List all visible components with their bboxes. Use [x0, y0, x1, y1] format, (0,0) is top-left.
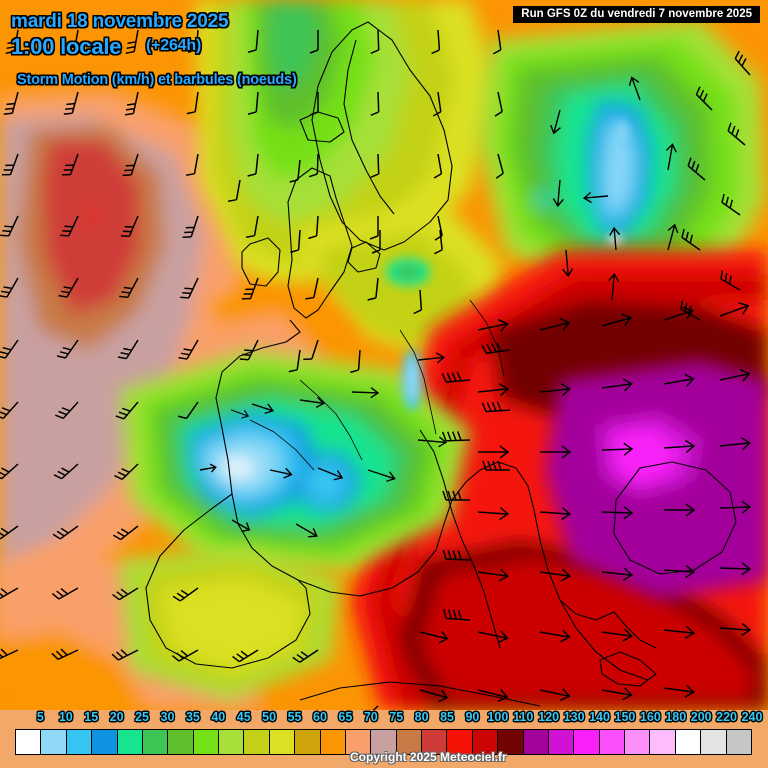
legend-tick-label: 35 [185, 710, 200, 724]
legend-swatch [168, 730, 194, 754]
legend-swatch [625, 730, 651, 754]
storm-motion-raster [0, 0, 768, 710]
legend-swatch [726, 730, 751, 754]
legend-swatch [574, 730, 600, 754]
model-run-banner: Run GFS 0Z du vendredi 7 novembre 2025 [513, 6, 760, 23]
legend-tick-label: 120 [538, 710, 560, 724]
legend-tick-label: 130 [563, 710, 585, 724]
legend-swatch [472, 730, 499, 754]
legend-tick-label: 220 [716, 710, 738, 724]
legend-tick-label: 15 [84, 710, 99, 724]
legend-swatch [16, 730, 42, 754]
legend-tick-label: 40 [211, 710, 226, 724]
wind-barbs-layer [0, 27, 757, 710]
legend-swatch [599, 730, 625, 754]
legend-swatch [219, 730, 245, 754]
legend-swatch [371, 730, 397, 754]
legend-tick-label: 10 [58, 710, 73, 724]
legend-swatch [244, 730, 270, 754]
legend-swatch [701, 730, 727, 754]
legend-swatch [142, 730, 169, 754]
legend-tick-label: 5 [36, 710, 44, 724]
legend-swatch [320, 730, 346, 754]
legend-swatch [193, 730, 219, 754]
legend-swatch [498, 730, 524, 754]
legend-tick-label: 150 [614, 710, 636, 724]
legend-tick-label: 75 [389, 710, 404, 724]
legend-tick-label: 110 [513, 710, 534, 724]
legend-swatch [422, 730, 448, 754]
legend-tick-label: 140 [589, 710, 610, 724]
legend-tick-label: 200 [690, 710, 712, 724]
legend-swatch [447, 730, 473, 754]
legend-tick-label: 60 [313, 710, 327, 724]
legend-tick-label: 20 [109, 710, 124, 724]
legend-tick-label: 55 [287, 710, 302, 724]
copyright-notice: Copyright 2025 Meteociel.fr [350, 750, 507, 764]
legend-tick-label: 100 [487, 710, 509, 724]
legend-swatch [66, 730, 93, 754]
legend-tick-label: 50 [262, 710, 277, 724]
legend-tick-label: 85 [440, 710, 454, 724]
legend-tick-labels: 5 10 15 20 25 30 35 40 45 50 55 60 65 70 75 80 85 90 100 11… [0, 710, 768, 728]
legend-swatch [295, 730, 321, 754]
legend-tick-label: 160 [639, 710, 661, 724]
legend-tick-label: 90 [465, 710, 480, 724]
legend-color-bar [15, 729, 752, 755]
legend-swatch [523, 730, 549, 754]
forecast-date: mardi 18 novembre 2025 [11, 11, 229, 32]
legend-swatch [650, 730, 676, 754]
legend-tick-label: 70 [363, 710, 378, 724]
legend-tick-label: 30 [160, 710, 175, 724]
legend-swatch [92, 730, 118, 754]
legend-swatch [548, 730, 575, 754]
legend-tick-label: 80 [414, 710, 429, 724]
legend-swatch [117, 730, 143, 754]
legend-swatch [675, 730, 702, 754]
forecast-lead-time: (+264h) [146, 37, 202, 54]
legend-swatch [396, 730, 422, 754]
legend-tick-label: 45 [236, 710, 251, 724]
legend-swatch [345, 730, 372, 754]
forecast-hour: 1:00 locale [11, 34, 122, 59]
legend-tick-label: 25 [135, 710, 150, 724]
legend-tick-label: 180 [665, 710, 687, 724]
legend-swatch [269, 730, 296, 754]
color-scale-legend: 5 10 15 20 25 30 35 40 45 50 55 60 65 70 75 80 85 90 100 11… [0, 710, 768, 768]
coastlines [145, 21, 737, 707]
parameter-label: Storm Motion (km/h) et barbules (noeuds) [17, 72, 297, 88]
weather-map[interactable]: mardi 18 novembre 2025 1:00 locale (+264… [0, 0, 768, 710]
legend-tick-label: 240 [741, 710, 763, 724]
legend-tick-label: 65 [338, 710, 353, 724]
legend-swatch [41, 730, 67, 754]
